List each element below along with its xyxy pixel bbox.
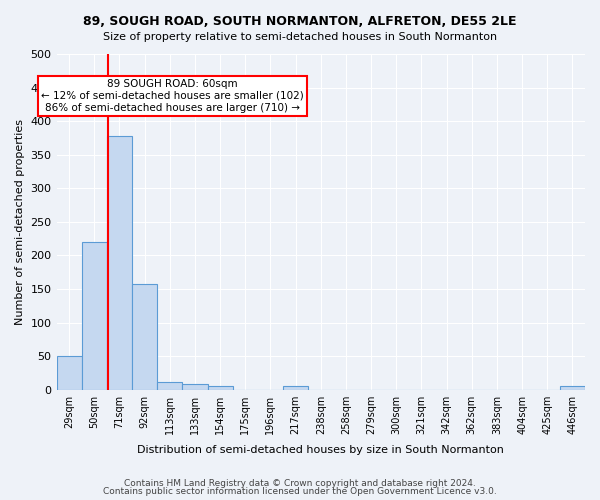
Bar bbox=[157, 382, 182, 390]
Bar bbox=[208, 386, 233, 390]
Text: Contains public sector information licensed under the Open Government Licence v3: Contains public sector information licen… bbox=[103, 487, 497, 496]
Bar bbox=[560, 386, 585, 390]
Text: 89 SOUGH ROAD: 60sqm
← 12% of semi-detached houses are smaller (102)
86% of semi: 89 SOUGH ROAD: 60sqm ← 12% of semi-detac… bbox=[41, 80, 304, 112]
Bar bbox=[56, 356, 82, 390]
Y-axis label: Number of semi-detached properties: Number of semi-detached properties bbox=[15, 119, 25, 325]
Text: Contains HM Land Registry data © Crown copyright and database right 2024.: Contains HM Land Registry data © Crown c… bbox=[124, 478, 476, 488]
Bar bbox=[182, 384, 208, 390]
Bar bbox=[82, 242, 107, 390]
Bar bbox=[107, 136, 132, 390]
Text: Size of property relative to semi-detached houses in South Normanton: Size of property relative to semi-detach… bbox=[103, 32, 497, 42]
Text: 89, SOUGH ROAD, SOUTH NORMANTON, ALFRETON, DE55 2LE: 89, SOUGH ROAD, SOUTH NORMANTON, ALFRETO… bbox=[83, 15, 517, 28]
Bar bbox=[283, 386, 308, 390]
Bar bbox=[132, 284, 157, 390]
X-axis label: Distribution of semi-detached houses by size in South Normanton: Distribution of semi-detached houses by … bbox=[137, 445, 504, 455]
